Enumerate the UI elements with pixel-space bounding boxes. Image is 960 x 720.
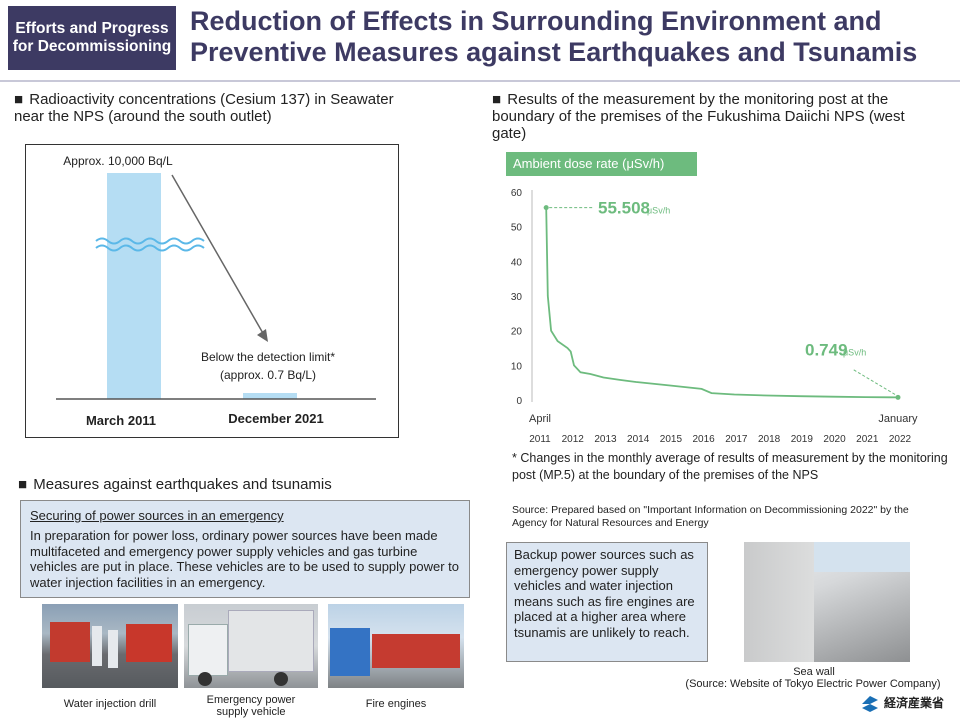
- x-tick-label: 2011: [529, 434, 551, 445]
- end-point: [895, 394, 901, 400]
- y-tick-label: 60: [511, 188, 523, 199]
- power-sources-box: Securing of power sources in an emergenc…: [20, 500, 470, 598]
- axis-break-icon: [95, 237, 205, 245]
- y-tick-label: 40: [511, 257, 523, 268]
- y-tick-label: 10: [511, 361, 523, 372]
- bar2-label-line2: (approx. 0.7 Bq/L): [220, 368, 316, 382]
- x-tick-label: 2022: [889, 434, 912, 445]
- x-tick-label: 2021: [856, 434, 879, 445]
- dose-rate-chart-label: Ambient dose rate (μSv/h): [506, 152, 697, 176]
- x-tick-label: 2018: [758, 434, 781, 445]
- bar2-label-line1: Below the detection limit*: [201, 350, 335, 364]
- measurement-note: * Changes in the monthly average of resu…: [512, 451, 948, 482]
- x-tick-label: 2013: [594, 434, 617, 445]
- photo1-caption: Water injection drill: [63, 698, 157, 710]
- start-point: [543, 205, 549, 211]
- cesium-chart-panel: Approx. 10,000 Bq/L Below the detection …: [25, 144, 399, 438]
- end-leader-line: [852, 368, 896, 395]
- y-tick-label: 30: [511, 292, 523, 303]
- start-value-label: 55.508: [598, 199, 650, 218]
- measures-heading-text: Measures against earthquakes and tsunami…: [33, 476, 332, 493]
- y-tick-label: 20: [511, 327, 523, 338]
- backup-power-text: Backup power sources such as emergency p…: [514, 547, 695, 640]
- x-tick-label: 2017: [725, 434, 748, 445]
- x-tick-label: 2020: [823, 434, 846, 445]
- power-sources-title: Securing of power sources in an emergenc…: [30, 508, 284, 523]
- y-tick-label: 0: [516, 396, 522, 407]
- page-title: Reduction of Effects in Surrounding Envi…: [190, 6, 918, 67]
- bar-march-2011: [107, 173, 161, 399]
- meti-logo-text: 経済産業省: [884, 696, 945, 710]
- cesium-chart: Approx. 10,000 Bq/L Below the detection …: [56, 154, 376, 428]
- dose-rate-chart: 0 10 20 30 40 50 60 2011 2012 2013 2014 2015 2016 201…: [511, 188, 918, 445]
- monitoring-heading-text: Results of the measurement by the monito…: [492, 91, 905, 142]
- photo2-caption: Emergency power supply vehicle: [206, 694, 296, 718]
- start-unit-label: μSv/h: [647, 206, 670, 216]
- water-injection-photo: [42, 604, 178, 688]
- x-end-label: January: [878, 413, 918, 425]
- axis-break-icon: [95, 244, 205, 252]
- monitoring-heading: Results of the measurement by the monito…: [492, 91, 912, 142]
- x-tick-label: 2019: [791, 434, 814, 445]
- end-unit-label: μSv/h: [843, 347, 866, 357]
- meti-logo-icon: [860, 694, 880, 714]
- decrease-arrow: [171, 174, 265, 336]
- emergency-vehicle-photo: [184, 604, 318, 688]
- sea-wall-photo: [744, 542, 910, 662]
- x-tick-label: 2015: [660, 434, 683, 445]
- bar-december-2021: [243, 393, 297, 399]
- source-note: Source: Prepared based on "Important Inf…: [512, 504, 909, 529]
- bar1-label: Approx. 10,000 Bq/L: [63, 154, 173, 168]
- fire-engines-photo: [328, 604, 464, 688]
- x-label-december-2021: December 2021: [228, 411, 323, 426]
- backup-power-box: Backup power sources such as emergency p…: [506, 542, 708, 662]
- power-sources-text: In preparation for power loss, ordinary …: [30, 528, 460, 590]
- cesium-heading: Radioactivity concentrations (Cesium 137…: [14, 91, 414, 125]
- x-tick-label: 2016: [693, 434, 716, 445]
- x-start-label: April: [529, 413, 551, 425]
- measures-heading: Measures against earthquakes and tsunami…: [18, 476, 418, 493]
- cesium-heading-text: Radioactivity concentrations (Cesium 137…: [14, 91, 394, 125]
- sea-wall-caption: Sea wall: [793, 666, 835, 678]
- x-label-march-2011: March 2011: [86, 413, 156, 428]
- dose-rate-line: [545, 207, 899, 399]
- sea-wall-source: (Source: Website of Tokyo Electric Power…: [685, 678, 941, 690]
- x-tick-label: 2012: [562, 434, 585, 445]
- photo3-caption: Fire engines: [365, 698, 427, 710]
- x-tick-label: 2014: [627, 434, 650, 445]
- header-divider: [0, 80, 960, 82]
- end-value-label: 0.749: [805, 340, 848, 359]
- arrow-head-icon: [257, 329, 268, 342]
- y-tick-label: 50: [511, 223, 523, 234]
- section-badge: Efforts and Progress for Decommissioning: [8, 6, 176, 70]
